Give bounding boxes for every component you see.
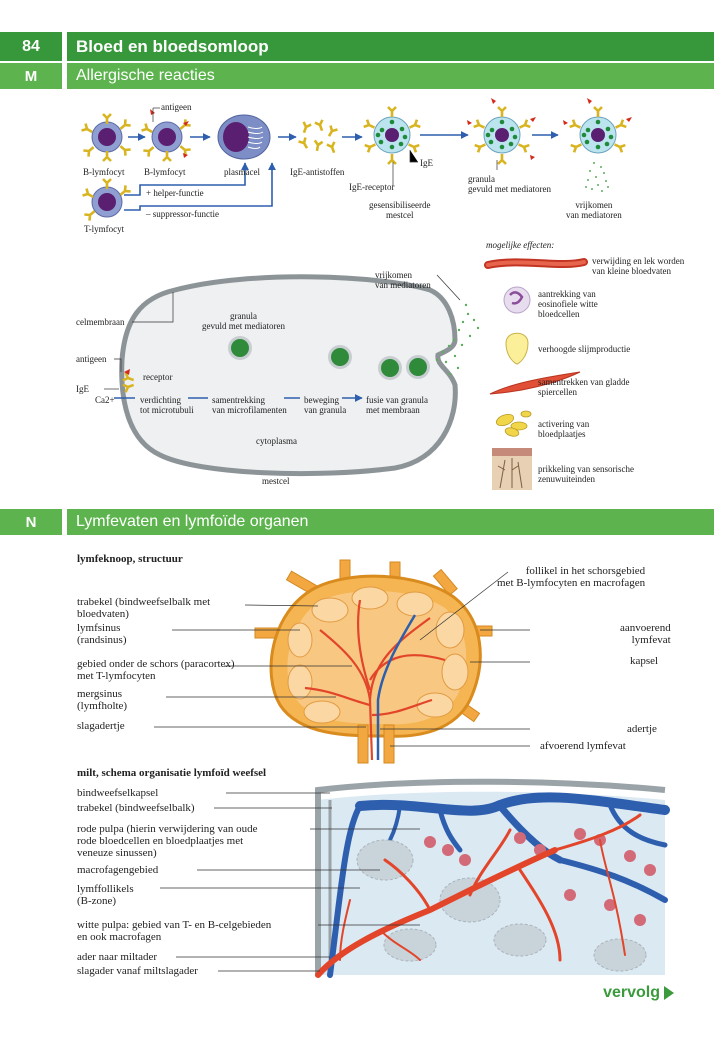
effect-item-5: activering van bloedplaatjes [538, 419, 590, 439]
chapter-title: Bloed en bloedsomloop [76, 36, 269, 56]
node-label-mergsinus: mergsinus (lymfholte) [77, 688, 128, 712]
spleen-label-slagader: slagader vanaf miltslagader [77, 965, 198, 977]
spleen-label-kapsel: bindweefselkapsel [77, 787, 159, 799]
lymph-node-subtitle: lymfeknoop, structuur [77, 553, 183, 565]
section-m-title: Allergische reacties [76, 67, 215, 84]
allergy-diagram [80, 98, 632, 490]
label-gesensibiliseerde-mestcel: gesensibiliseerde mestcel [369, 200, 431, 220]
node-label-paracortex: gebied onder de schors (paracortex) met … [77, 658, 235, 682]
label-step-microfilamenten: samentrekking van microfilamenten [212, 395, 287, 415]
page-number: 84 [22, 37, 40, 55]
effect-item-2: aantrekking van eosinofiele witte bloedc… [538, 289, 598, 319]
node-label-kapsel: kapsel [630, 655, 659, 667]
node-label-lymfsinus: lymfsinus (randsinus) [77, 622, 127, 646]
label-antigeen-top: antigeen [161, 102, 192, 112]
spleen-subtitle: milt, schema organisatie lymfoïd weefsel [77, 767, 267, 779]
label-cytoplasma: cytoplasma [256, 436, 297, 446]
spleen-label-ader: ader naar miltader [77, 951, 158, 963]
label-antigeen-cell: antigeen [76, 354, 107, 364]
label-suppressor-functie: – suppressor-functie [146, 209, 220, 219]
spleen-label-trabekel: trabekel (bindweefselbalk) [77, 802, 195, 814]
label-step-microtubuli: verdichting tot microtubuli [140, 395, 194, 415]
node-label-trabekel: trabekel (bindweefselbalk met bloedvaten… [77, 596, 211, 620]
effect-item-1: verwijding en lek worden van kleine bloe… [592, 256, 685, 276]
spleen-label-witte-pulpa: witte pulpa: gebied van T- en B-celgebie… [77, 919, 272, 943]
label-b-lymfocyt-1: B-lymfocyt [83, 167, 125, 177]
label-vrijkomen-top: vrijkomen van mediatoren [566, 200, 622, 220]
triangle-right-icon [664, 986, 674, 1000]
label-receptor: receptor [143, 372, 173, 382]
node-label-aanvoerend: aanvoerend lymfevat [620, 622, 671, 646]
section-n-title: Lymfevaten en lymfoïde organen [76, 513, 309, 530]
page-header-bar: 84 Bloed en bloedsomloop [0, 32, 714, 61]
label-helper-functie: + helper-functie [146, 188, 204, 198]
node-label-adertje: adertje [627, 723, 657, 735]
next-page-label: vervolg [603, 984, 660, 1001]
section-n-header: N Lymfevaten en lymfoïde organen [0, 509, 714, 535]
spleen-label-lymffollikels: lymffollikels (B-zone) [77, 883, 134, 907]
label-step-granula: beweging van granula [304, 395, 347, 415]
spleen-label-rode-pulpa: rode pulpa (hierin verwijdering van oude… [77, 823, 258, 859]
section-m-code: M [24, 67, 38, 85]
effects-heading: mogelijke effecten: [486, 240, 555, 250]
label-step-fusie: fusie van granula met membraan [366, 395, 428, 415]
spleen-label-macrofagengebied: macrofagengebied [77, 864, 159, 876]
label-ige-cell: IgE [76, 384, 89, 394]
node-label-afvoerend: afvoerend lymfevat [540, 740, 626, 752]
effect-item-6: prikkeling van sensorische zenuwuiteinde… [538, 464, 634, 484]
label-t-lymfocyt: T-lymfocyt [84, 224, 125, 234]
effect-item-4: samentrekken van gladde spiercellen [538, 377, 630, 397]
label-ige-receptor: IgE-receptor [349, 182, 395, 192]
label-ige-antistoffen: IgE-antistoffen [290, 167, 345, 177]
label-b-lymfocyt-2: B-lymfocyt [144, 167, 186, 177]
label-ca: Ca2+ [95, 395, 115, 405]
label-celmembraan: celmembraan [76, 317, 125, 327]
label-mestcel: mestcel [262, 476, 290, 486]
section-m-header: M Allergische reacties [0, 63, 714, 89]
section-n-code: N [25, 513, 37, 531]
effect-item-3: verhoogde slijmproductie [538, 344, 631, 354]
label-ige-top: IgE [420, 158, 433, 168]
label-granula-top: granula gevuld met mediatoren [468, 174, 551, 194]
label-vrijkomen-cell: vrijkomen van mediatoren [375, 270, 431, 290]
next-page-link[interactable]: vervolg [603, 984, 674, 1002]
node-label-slagadertje: slagadertje [77, 720, 125, 732]
node-label-follikel: follikel in het schorsgebied met B-lymfo… [497, 565, 646, 589]
label-granula-cell: granula gevuld met mediatoren [202, 311, 285, 331]
label-plasmacel: plasmacel [224, 167, 260, 177]
